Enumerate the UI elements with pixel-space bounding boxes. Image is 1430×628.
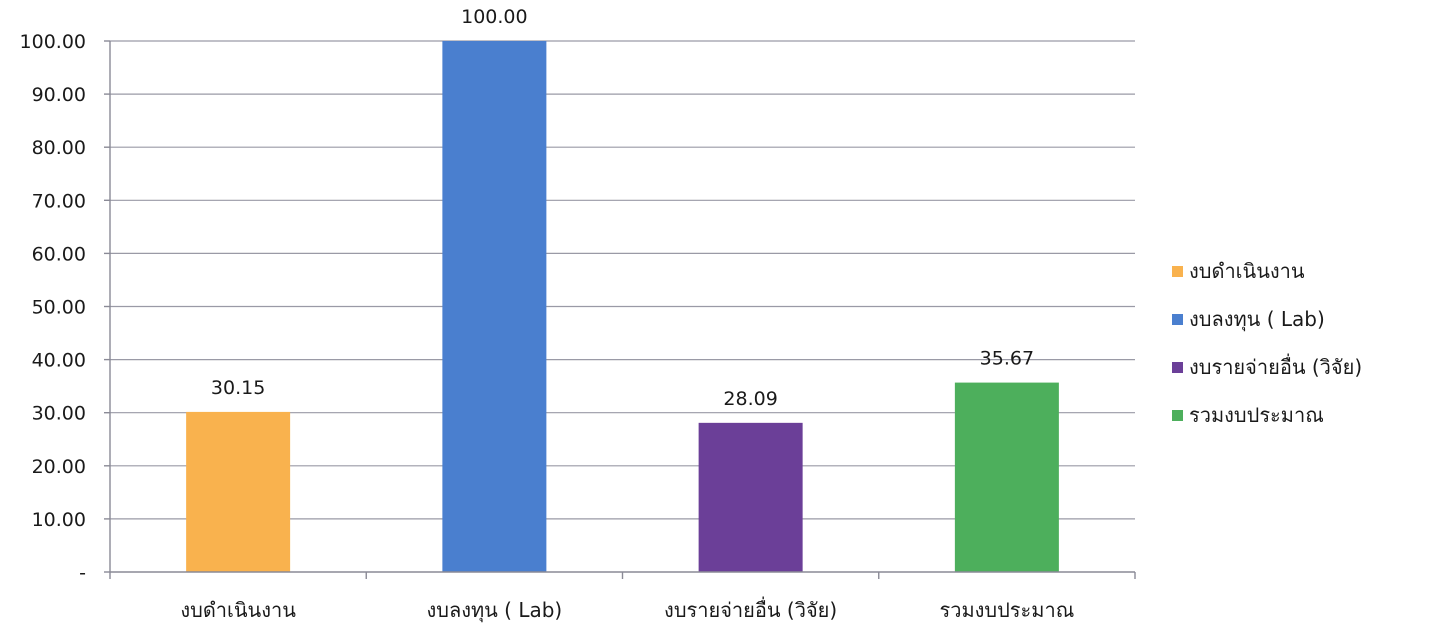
- legend-label: รวมงบประมาณ: [1189, 403, 1324, 427]
- bar: [186, 411, 291, 572]
- legend-item: งบลงทุน ( Lab): [1172, 295, 1362, 343]
- y-tick-label: 60.00: [32, 243, 86, 265]
- axes: [104, 40, 1136, 579]
- y-tick-label: 100.00: [20, 31, 86, 53]
- category-label: งบดำเนินงาน: [180, 598, 296, 622]
- category-label: รวมงบประมาณ: [939, 598, 1074, 622]
- y-tick-label: 50.00: [32, 297, 86, 319]
- legend-label: งบลงทุน ( Lab): [1189, 307, 1325, 331]
- legend-swatch: [1172, 409, 1183, 421]
- bars: [186, 41, 1059, 572]
- bar: [954, 382, 1059, 572]
- labels: - 10.00 20.00 30.00 40.00 50.00 60.00 70.00 80.0…: [20, 6, 1075, 623]
- y-tick-label: 80.00: [32, 137, 86, 159]
- bar: [442, 41, 547, 572]
- data-label: 30.15: [211, 377, 265, 399]
- y-tick-label: 40.00: [32, 350, 86, 372]
- data-label: 100.00: [461, 6, 527, 28]
- y-tick-label: 10.00: [32, 509, 86, 531]
- legend-label: งบรายจ่ายอื่น (วิจัย): [1189, 355, 1363, 379]
- legend-swatch: [1172, 361, 1183, 373]
- legend-item: งบดำเนินงาน: [1172, 247, 1362, 295]
- y-tick-label: 70.00: [32, 190, 86, 212]
- legend-swatch: [1172, 313, 1183, 325]
- data-label: 28.09: [723, 388, 777, 410]
- y-tick-label: 20.00: [32, 456, 86, 478]
- data-label: 35.67: [980, 348, 1034, 370]
- category-label: งบลงทุน ( Lab): [426, 598, 562, 623]
- legend-swatch: [1172, 265, 1183, 277]
- bar: [698, 422, 803, 572]
- y-tick-label: 30.00: [32, 403, 86, 425]
- y-tick-label: 90.00: [32, 84, 86, 106]
- y-tick-label: -: [79, 562, 86, 584]
- legend-label: งบดำเนินงาน: [1189, 259, 1305, 283]
- legend: งบดำเนินงาน งบลงทุน ( Lab) งบรายจ่ายอื่น…: [1172, 247, 1362, 439]
- category-label: งบรายจ่ายอื่น (วิจัย): [664, 596, 837, 622]
- legend-item: รวมงบประมาณ: [1172, 391, 1362, 439]
- legend-item: งบรายจ่ายอื่น (วิจัย): [1172, 343, 1362, 391]
